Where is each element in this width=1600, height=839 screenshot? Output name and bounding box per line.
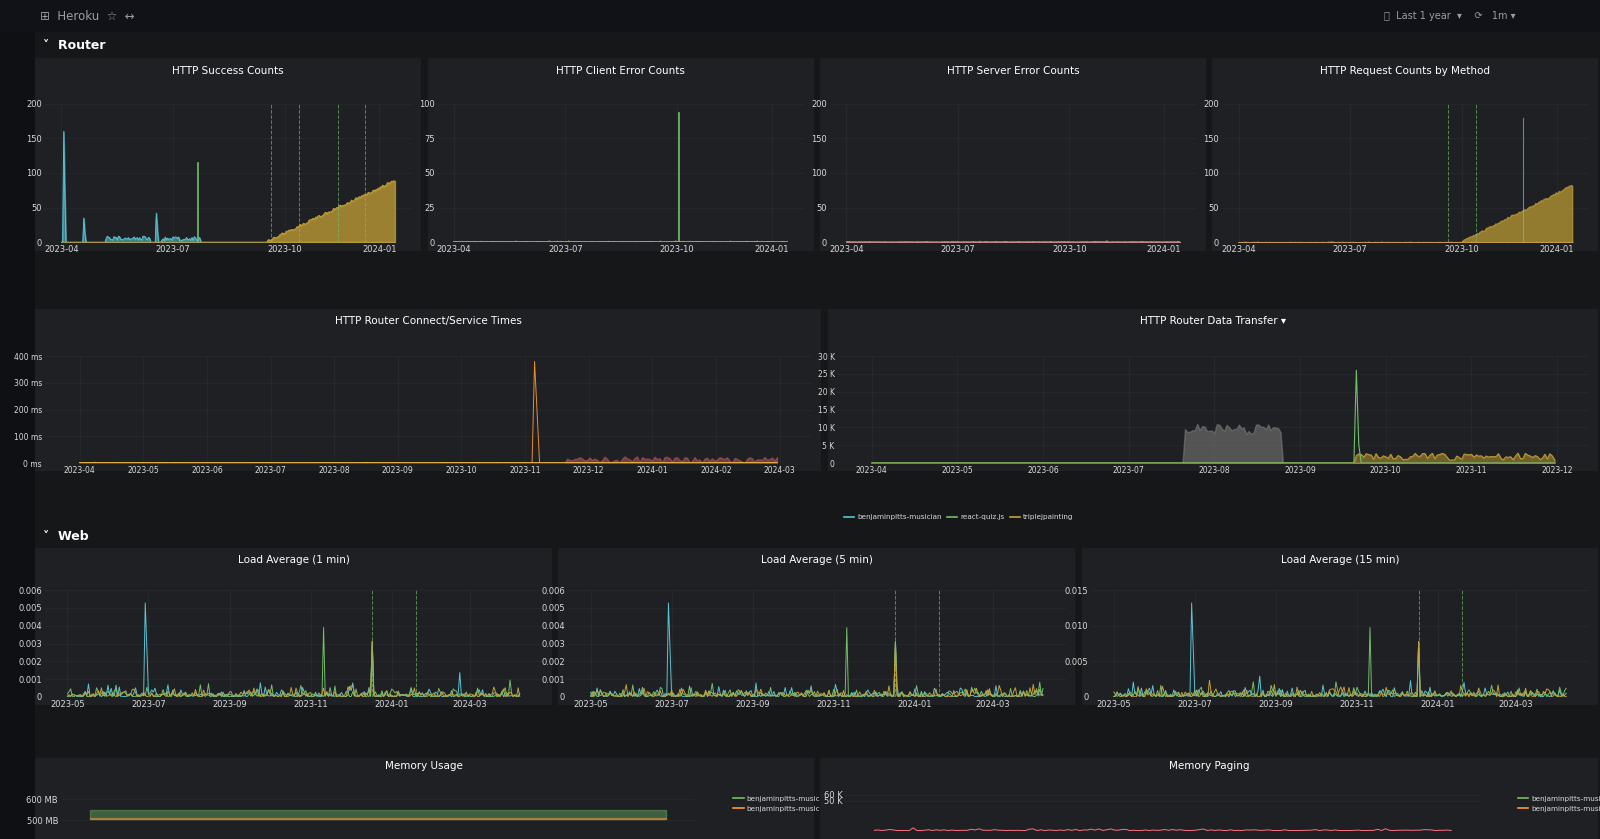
Legend: benjaminpitts-musician.500:sum, benjaminpitts-musician.503:sum, react-quiz.js.50: benjaminpitts-musician.500:sum, benjamin… — [834, 346, 1059, 375]
Text: HTTP Request Counts by Method: HTTP Request Counts by Method — [1320, 66, 1491, 76]
Text: ⏱  Last 1 year  ▾    ⟳   1m ▾: ⏱ Last 1 year ▾ ⟳ 1m ▾ — [1384, 11, 1515, 21]
Legend: benjaminpitts-musician.connect, react-quiz.js.connect, triplejpainting.connect, : benjaminpitts-musician.connect, react-qu… — [48, 529, 384, 549]
Legend: benjaminpitts-musician.memory_pgpgin, benjaminpitts-musician.memory_pgpgout: benjaminpitts-musician.memory_pgpgin, be… — [1515, 792, 1600, 816]
Legend: benjaminpitts-musician, react-quiz.js, triplejpainting: benjaminpitts-musician, react-quiz.js, t… — [1094, 756, 1330, 768]
Legend: benjaminpitts-musician, react-quiz.js, triplejpainting: benjaminpitts-musician, react-quiz.js, t… — [571, 756, 806, 768]
Legend: benjaminpitts-musician.memory_cache, benjaminpitts-musician.memory_rss: benjaminpitts-musician.memory_cache, ben… — [731, 792, 891, 816]
Text: HTTP Server Error Counts: HTTP Server Error Counts — [947, 66, 1080, 76]
Text: Load Average (15 min): Load Average (15 min) — [1280, 555, 1400, 565]
Text: ⊞  Heroku  ☆  ↔: ⊞ Heroku ☆ ↔ — [40, 9, 134, 23]
Legend: benjaminpitts-musician.GET:sum, benjaminpitts-musician.HEAD:sum, react-quiz.js.G: benjaminpitts-musician.GET:sum, benjamin… — [1226, 346, 1458, 375]
Legend: benjaminpitts-musician, react-quiz.js, triplejpainting: benjaminpitts-musician, react-quiz.js, t… — [48, 756, 283, 768]
Text: HTTP Client Error Counts: HTTP Client Error Counts — [557, 66, 685, 76]
Text: Memory Usage: Memory Usage — [386, 761, 464, 771]
Legend: benjaminpitts-musician, react-quiz.js, triplejpainting: benjaminpitts-musician, react-quiz.js, t… — [842, 512, 1077, 524]
Text: ˅  Web: ˅ Web — [43, 529, 88, 543]
Text: Memory Paging: Memory Paging — [1170, 761, 1250, 771]
Legend: benjaminpitts-musician.200:sum, react-quiz.js.200:sum, triplejpainting.200:sum: benjaminpitts-musician.200:sum, react-qu… — [48, 315, 298, 337]
Text: HTTP Router Data Transfer ▾: HTTP Router Data Transfer ▾ — [1141, 315, 1286, 326]
Legend: benjaminpitts-musician.404:sum, react-quiz.js.403:sum, react-quiz.js.404:sum, re: benjaminpitts-musician.404:sum, react-qu… — [440, 346, 694, 384]
Text: HTTP Router Connect/Service Times: HTTP Router Connect/Service Times — [334, 315, 522, 326]
Text: Load Average (1 min): Load Average (1 min) — [238, 555, 349, 565]
Text: HTTP Success Counts: HTTP Success Counts — [173, 66, 285, 76]
Text: Load Average (5 min): Load Average (5 min) — [762, 555, 872, 565]
Text: ˅  Router: ˅ Router — [43, 39, 106, 51]
